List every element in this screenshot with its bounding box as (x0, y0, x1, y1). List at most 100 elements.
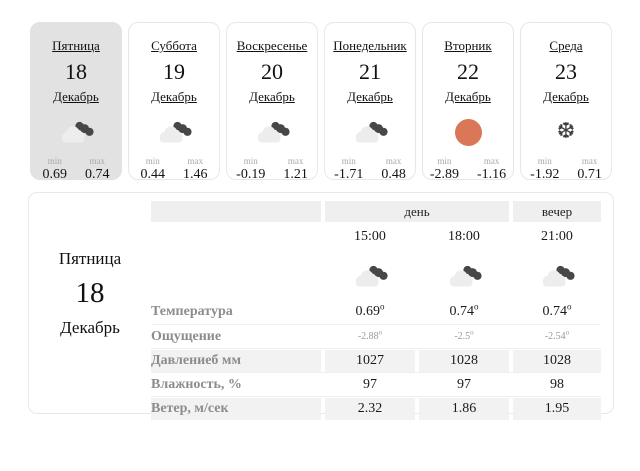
day-name-link[interactable]: Вторник (444, 38, 492, 53)
group-header-evening: вечер (513, 201, 601, 222)
snowflake-icon: ❆ (556, 119, 576, 144)
degree-suffix: o (380, 301, 385, 312)
selected-day-summary: Пятница 18 Декабрь (29, 201, 151, 413)
min-label: min (47, 156, 62, 166)
min-label: min (341, 156, 356, 166)
group-header-spacer (151, 201, 321, 222)
day-date: 19 (163, 59, 185, 84)
table-row-pressure: Давлениеб мм 1027 1028 1028 (151, 348, 601, 372)
degree-suffix: o (470, 328, 474, 337)
degree-suffix: o (378, 328, 383, 337)
max-label: max (385, 156, 402, 166)
table-icons-row (151, 252, 601, 300)
summary-month: Декабрь (60, 318, 120, 337)
day-month-link[interactable]: Декабрь (249, 89, 295, 104)
clouds-icon (419, 264, 509, 288)
minmax-block: min -1.71 max 0.48 (325, 156, 415, 183)
min-value: -0.19 (236, 167, 266, 182)
degree-suffix: o (565, 328, 570, 337)
pressure-value: 1028 (513, 349, 601, 372)
max-value: 0.74 (85, 167, 110, 182)
day-card-monday[interactable]: Понедельник 21 Декабрь min -1.71 max 0.48 (324, 22, 416, 183)
day-month-link[interactable]: Декабрь (53, 89, 99, 104)
min-value: -2.89 (429, 167, 459, 182)
clouds-icon (129, 117, 219, 147)
min-label: min (145, 156, 160, 166)
hourly-table: день вечер 15:00 18:00 21:00 Температура… (151, 201, 613, 420)
day-detail-panel: Пятница 18 Декабрь день вечер 15:00 18:0… (28, 192, 614, 420)
row-label: Ощущение (151, 328, 222, 344)
day-month-link[interactable]: Декабрь (347, 89, 393, 104)
day-date: 20 (261, 59, 283, 84)
pressure-value: 1027 (325, 349, 415, 372)
humidity-value: 98 (550, 376, 564, 392)
day-date: 21 (359, 59, 381, 84)
day-month-link[interactable]: Декабрь (151, 89, 197, 104)
day-name-link[interactable]: Среда (549, 38, 583, 53)
clouds-icon (325, 264, 415, 288)
degree-suffix: o (567, 301, 572, 312)
day-card-tuesday[interactable]: Вторник 22 Декабрь min -2.89 max -1.16 (422, 22, 514, 183)
table-group-header: день вечер (151, 201, 601, 222)
max-label: max (89, 156, 106, 166)
sun-icon (423, 117, 513, 147)
humidity-value: 97 (363, 376, 377, 392)
wind-value: 1.86 (419, 397, 509, 420)
max-value: 1.46 (183, 167, 208, 182)
summary-day-name: Пятница (58, 249, 122, 268)
day-name-link[interactable]: Понедельник (333, 38, 407, 53)
day-name-link[interactable]: Пятница (52, 38, 100, 53)
degree-suffix: o (474, 301, 479, 312)
temperature-value: 0.69o (355, 301, 385, 319)
row-label: Давлениеб мм (151, 349, 321, 372)
temperature-value: 0.74o (542, 301, 572, 319)
clouds-icon (325, 117, 415, 147)
feels-like-value: -2.5o (454, 328, 474, 342)
minmax-block: min 0.69 max 0.74 (31, 156, 121, 183)
day-month-link[interactable]: Декабрь (445, 89, 491, 104)
row-label: Влажность, % (151, 376, 242, 392)
day-name-link[interactable]: Суббота (151, 38, 197, 53)
minmax-block: min -0.19 max 1.21 (227, 156, 317, 183)
max-value: 0.71 (577, 167, 602, 182)
pressure-value: 1028 (419, 349, 509, 372)
group-header-day: день (325, 201, 509, 222)
table-row-feels-like: Ощущение -2.88o -2.5o -2.54o (151, 324, 601, 348)
day-cards-strip: Пятница 18 Декабрь min 0.69 max 0.74 Суббо… (30, 22, 640, 183)
summary-date: 18 (75, 277, 105, 309)
day-month-link[interactable]: Декабрь (543, 89, 589, 104)
clouds-icon (227, 117, 317, 147)
day-card-saturday[interactable]: Суббота 19 Декабрь min 0.44 max 1.46 (128, 22, 220, 183)
minmax-block: min -2.89 max -1.16 (423, 156, 513, 183)
day-date: 18 (65, 59, 87, 84)
max-label: max (483, 156, 500, 166)
day-name-link[interactable]: Воскресенье (236, 38, 308, 53)
day-card-friday[interactable]: Пятница 18 Декабрь min 0.69 max 0.74 (30, 22, 122, 183)
time-label: 18:00 (448, 229, 480, 244)
min-value: 0.69 (42, 167, 68, 182)
row-label: Ветер, м/сек (151, 397, 321, 420)
feels-like-value: -2.54o (544, 328, 570, 342)
max-label: max (581, 156, 598, 166)
min-label: min (243, 156, 258, 166)
min-value: -1.71 (334, 167, 364, 182)
table-times-row: 15:00 18:00 21:00 (151, 222, 601, 252)
clouds-icon (31, 117, 121, 147)
day-card-wednesday[interactable]: Среда 23 Декабрь ❆ min -1.92 max 0.71 (520, 22, 612, 183)
table-row-temperature: Температура 0.69o 0.74o 0.74o (151, 300, 601, 324)
min-value: -1.92 (530, 167, 560, 182)
clouds-icon (513, 264, 601, 288)
humidity-value: 97 (457, 376, 471, 392)
row-label: Температура (151, 304, 233, 319)
minmax-block: min 0.44 max 1.46 (129, 156, 219, 183)
wind-value: 1.95 (513, 397, 601, 420)
feels-like-value: -2.88o (357, 328, 383, 342)
max-value: 0.48 (381, 167, 406, 182)
min-label: min (437, 156, 452, 166)
minmax-block: min -1.92 max 0.71 (521, 156, 611, 183)
day-card-sunday[interactable]: Воскресенье 20 Декабрь min -0.19 max 1.21 (226, 22, 318, 183)
table-row-humidity: Влажность, % 97 97 98 (151, 372, 601, 396)
wind-value: 2.32 (325, 397, 415, 420)
max-label: max (187, 156, 204, 166)
max-value: -1.16 (477, 167, 507, 182)
